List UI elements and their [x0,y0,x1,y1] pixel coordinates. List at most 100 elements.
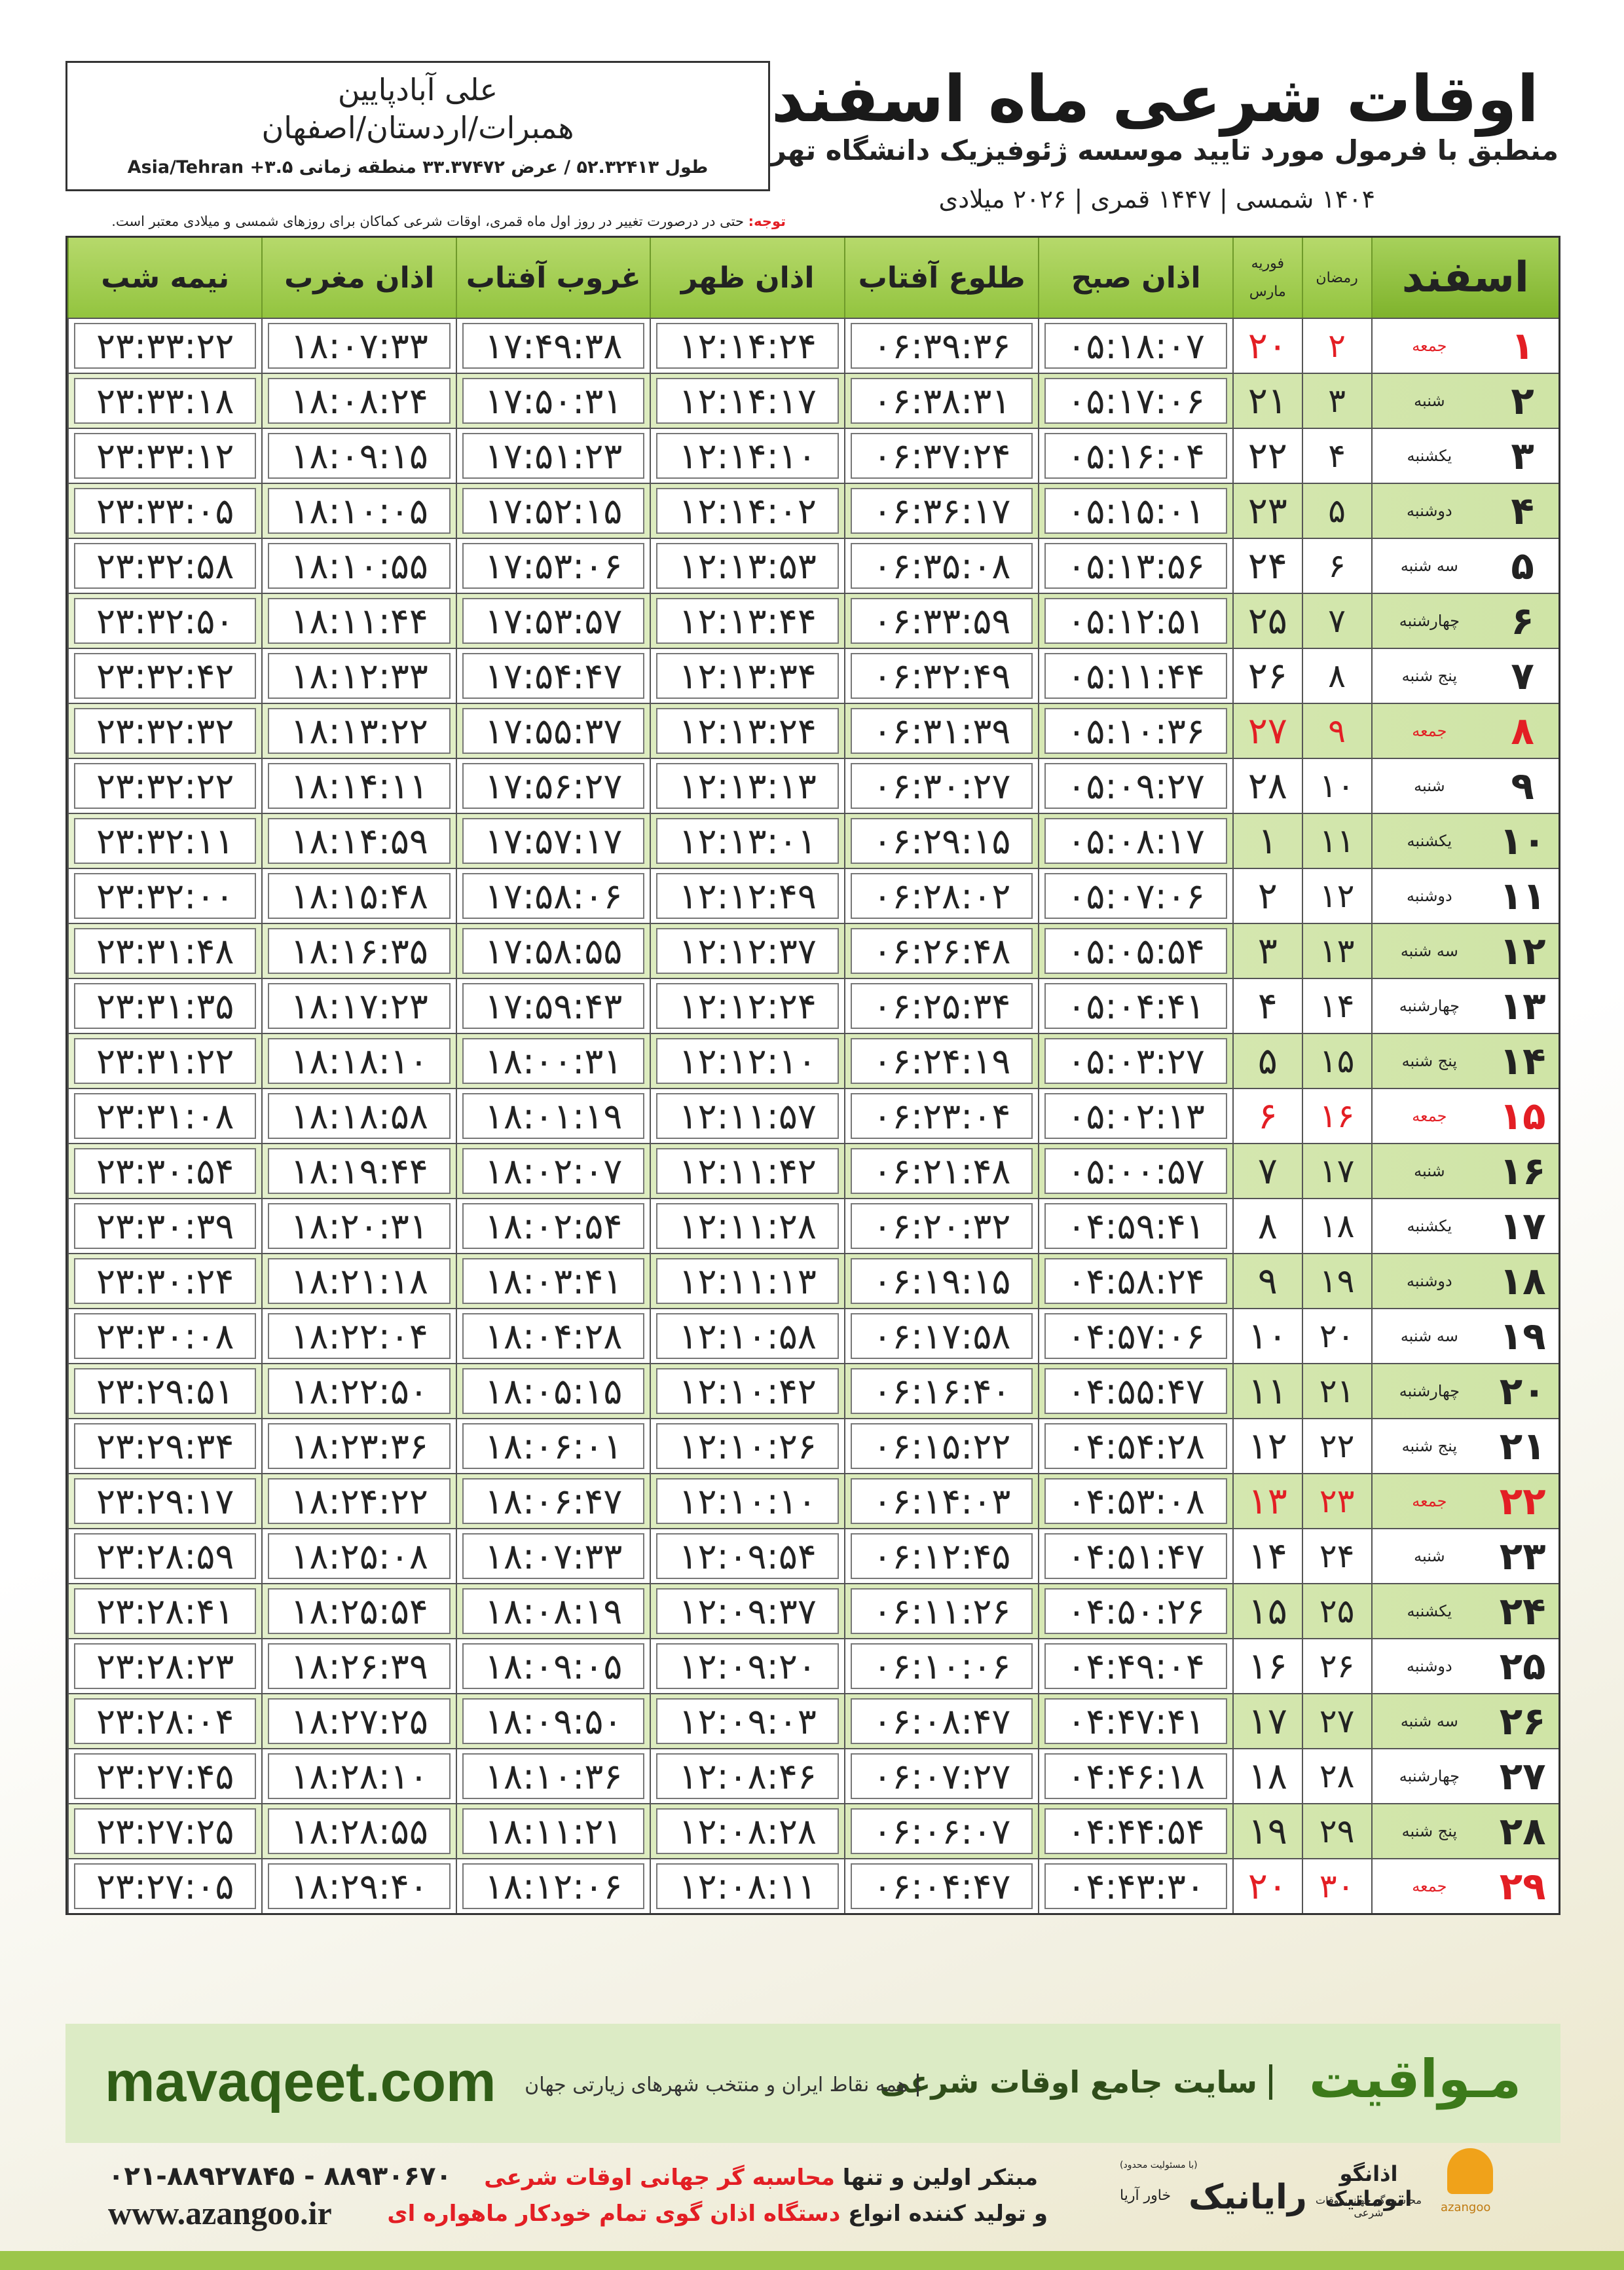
time-cell: ۱۷:۵۵:۳۷ [455,704,650,758]
ramadan-day: ۲۵ [1301,1584,1371,1638]
day-name: جمعه [1371,1859,1487,1913]
march-day: ۱۳ [1232,1474,1302,1528]
table-row: ۵ سه شنبه ۶ ۲۴ ۰۵:۱۳:۵۶ ۰۶:۳۵:۰۸ ۱۲:۱۳:۵۳ ۱۷:۵۳… [67,538,1559,593]
header-cell: طلوع آفتاب [843,238,1038,318]
time-cell: ۱۸:۰۸:۲۴ [261,374,455,428]
time-cell: ۰۵:۱۲:۵۱ [1038,594,1232,648]
time-value: ۱۲:۰۸:۴۶ [656,1753,839,1799]
time-cell: ۱۲:۱۱:۵۷ [650,1089,843,1143]
header-cell: اذان مغرب [261,238,455,318]
ramadan-day: ۱۹ [1301,1254,1371,1308]
time-cell: ۰۴:۵۳:۰۸ [1038,1474,1232,1528]
time-value: ۰۵:۰۲:۱۳ [1044,1093,1227,1139]
time-cell: ۱۷:۵۹:۴۳ [455,979,650,1033]
day-number: ۲ [1511,379,1534,423]
time-value: ۱۸:۰۷:۳۳ [268,323,451,369]
time-cell: ۲۳:۳۰:۰۸ [67,1309,261,1363]
time-value: ۰۶:۳۰:۲۷ [850,763,1033,809]
time-value: ۱۸:۰۱:۱۹ [462,1093,645,1139]
time-value: ۲۳:۳۱:۴۸ [73,928,257,974]
time-value: ۱۲:۱۲:۳۷ [656,928,839,974]
day-number: ۴ [1511,489,1534,533]
time-cell: ۰۶:۳۵:۰۸ [843,539,1038,593]
note-label: توجه: [748,214,786,229]
time-value: ۰۴:۴۷:۴۱ [1044,1698,1227,1744]
time-cell: ۱۸:۲۲:۰۴ [261,1309,455,1363]
time-cell: ۰۶:۲۸:۰۲ [843,869,1038,923]
day-name: سه شنبه [1371,1694,1487,1748]
table-row: ۱۷ یکشنبه ۱۸ ۸ ۰۴:۵۹:۴۱ ۰۶:۲۰:۳۲ ۱۲:۱۱:۲۸ ۱۸:۰۲… [67,1198,1559,1253]
time-value: ۰۵:۱۸:۰۷ [1044,323,1227,369]
time-value: ۱۲:۱۰:۲۶ [656,1423,839,1469]
time-value: ۰۴:۵۵:۴۷ [1044,1368,1227,1414]
time-cell: ۱۲:۱۴:۰۲ [650,484,843,538]
time-cell: ۰۵:۱۵:۰۱ [1038,484,1232,538]
time-cell: ۱۲:۱۲:۲۴ [650,979,843,1033]
time-cell: ۱۸:۱۱:۲۱ [455,1804,650,1858]
text: و تولید کننده انواع [848,2201,1048,2227]
time-cell: ۱۸:۰۹:۰۵ [455,1639,650,1693]
note: توجه: حتی در درصورت تغییر در روز اول ماه… [65,214,786,229]
day-name: جمعه [1371,704,1487,758]
time-value: ۲۳:۳۲:۱۱ [73,818,257,864]
day-number: ۱۷ [1499,1204,1546,1248]
march-day: ۲۰ [1232,1859,1302,1913]
time-cell: ۱۸:۰۹:۱۵ [261,429,455,483]
time-cell: ۰۶:۳۸:۳۱ [843,374,1038,428]
time-cell: ۱۸:۰۳:۴۱ [455,1254,650,1308]
day-number: ۲۸ [1499,1809,1546,1853]
time-cell: ۰۴:۵۵:۴۷ [1038,1364,1232,1418]
ramadan-day: ۷ [1301,594,1371,648]
time-cell: ۲۳:۳۲:۲۲ [67,759,261,813]
time-cell: ۱۸:۰۷:۳۳ [455,1529,650,1583]
day-number: ۱۹ [1499,1314,1546,1358]
day-name: پنج شنبه [1371,649,1487,703]
time-cell: ۱۸:۱۷:۲۳ [261,979,455,1033]
time-cell: ۱۸:۰۲:۵۴ [455,1199,650,1253]
time-value: ۲۳:۳۳:۱۸ [73,378,257,424]
time-cell: ۱۲:۱۰:۵۸ [650,1309,843,1363]
day-number: ۲۲ [1499,1479,1546,1523]
ramadan-day: ۳ [1301,374,1371,428]
time-value: ۱۸:۱۴:۵۹ [268,818,451,864]
table-row: ۱۸ دوشنبه ۱۹ ۹ ۰۴:۵۸:۲۴ ۰۶:۱۹:۱۵ ۱۲:۱۱:۱۳ ۱۸:۰۳… [67,1253,1559,1308]
day-name: شنبه [1371,1529,1487,1583]
time-cell: ۱۸:۱۱:۴۴ [261,594,455,648]
time-cell: ۱۲:۱۳:۰۱ [650,814,843,868]
time-cell: ۱۸:۱۰:۰۵ [261,484,455,538]
time-value: ۰۴:۴۶:۱۸ [1044,1753,1227,1799]
time-cell: ۱۷:۵۶:۲۷ [455,759,650,813]
time-value: ۱۷:۵۵:۳۷ [462,708,645,754]
ramadan-day: ۱۸ [1301,1199,1371,1253]
day-number: ۲۳ [1499,1534,1546,1578]
time-cell: ۰۶:۱۵:۲۲ [843,1419,1038,1473]
time-cell: ۰۴:۴۶:۱۸ [1038,1749,1232,1803]
time-cell: ۱۷:۵۸:۰۶ [455,869,650,923]
ramadan-day: ۲۳ [1301,1474,1371,1528]
time-value: ۰۶:۲۳:۰۴ [850,1093,1033,1139]
time-cell: ۱۸:۲۶:۳۹ [261,1639,455,1693]
time-cell: ۱۷:۵۷:۱۷ [455,814,650,868]
table-row: ۴ دوشنبه ۵ ۲۳ ۰۵:۱۵:۰۱ ۰۶:۳۶:۱۷ ۱۲:۱۴:۰۲ ۱۷:۵۲:… [67,483,1559,538]
time-value: ۰۴:۵۱:۴۷ [1044,1533,1227,1579]
ramadan-day: ۱۷ [1301,1144,1371,1198]
time-cell: ۱۲:۰۹:۵۴ [650,1529,843,1583]
ramadan-day: ۲۰ [1301,1309,1371,1363]
header-cell: غروب آفتاب [455,238,650,318]
time-cell: ۲۳:۲۸:۵۹ [67,1529,261,1583]
time-cell: ۰۶:۳۷:۲۴ [843,429,1038,483]
time-cell: ۰۴:۵۸:۲۴ [1038,1254,1232,1308]
time-value: ۰۶:۳۹:۳۶ [850,323,1033,369]
logo-name: اذانگو اتوماتیک [1325,2161,1412,2211]
time-cell: ۲۳:۳۲:۵۰ [67,594,261,648]
header-cell: فوریه مارس [1232,238,1302,318]
time-cell: ۱۲:۰۹:۰۳ [650,1694,843,1748]
table-row: ۱۳ چهارشنبه ۱۴ ۴ ۰۵:۰۴:۴۱ ۰۶:۲۵:۳۴ ۱۲:۱۲:۲۴ ۱۷:… [67,978,1559,1033]
time-cell: ۲۳:۳۳:۰۵ [67,484,261,538]
table-row: ۲۴ یکشنبه ۲۵ ۱۵ ۰۴:۵۰:۲۶ ۰۶:۱۱:۲۶ ۱۲:۰۹:۳۷ ۱۸:۰… [67,1583,1559,1638]
time-value: ۰۶:۳۱:۳۹ [850,708,1033,754]
day-name: شنبه [1371,759,1487,813]
time-cell: ۲۳:۳۲:۰۰ [67,869,261,923]
time-value: ۱۷:۵۹:۴۳ [462,983,645,1029]
